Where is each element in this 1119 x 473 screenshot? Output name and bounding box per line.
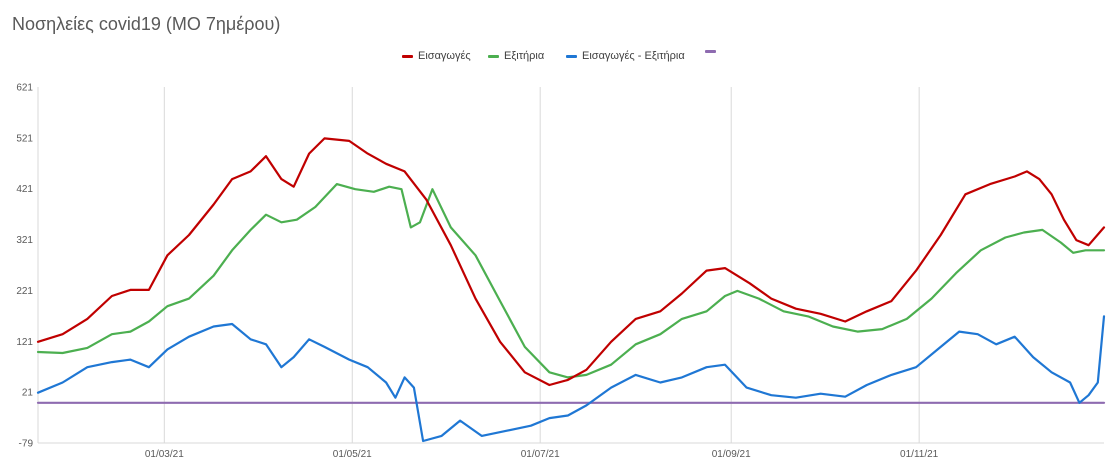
legend-label-discharges: Εξιτήρια	[504, 50, 545, 62]
series-line-discharges	[36, 183, 1106, 379]
legend-swatch-discharges	[488, 54, 499, 58]
legend-label-net: Εισαγωγές - Εξιτήρια	[582, 50, 685, 62]
legend-label-admissions: Εισαγωγές	[418, 50, 471, 62]
legend-item-admissions: Εισαγωγές	[402, 50, 471, 62]
x-tick-label: 01/09/21	[712, 449, 751, 460]
series-line-admissions	[36, 137, 1106, 387]
chart-legend: Εισαγωγές Εξιτήρια Εισαγωγές - Εξιτήρια	[0, 50, 1119, 66]
x-tick-label: 01/05/21	[333, 449, 372, 460]
legend-swatch-net	[566, 54, 577, 58]
y-tick-label: 521	[16, 133, 33, 144]
legend-swatch-admissions	[402, 54, 413, 58]
y-tick-label: -79	[19, 439, 34, 450]
y-tick-label: 221	[16, 286, 33, 297]
y-tick-label: 321	[16, 235, 33, 246]
legend-swatch-baseline	[705, 50, 716, 53]
series-line-net	[36, 315, 1106, 443]
legend-item-baseline	[705, 50, 721, 53]
legend-item-net: Εισαγωγές - Εξιτήρια	[566, 50, 685, 62]
y-tick-label: 621	[16, 83, 33, 94]
legend-item-discharges: Εξιτήρια	[488, 50, 544, 62]
x-tick-label: 01/03/21	[145, 449, 184, 460]
y-tick-label: 121	[16, 337, 33, 348]
y-tick-label: 21	[22, 388, 34, 399]
chart-title: Νοσηλείες covid19 (ΜΟ 7ημέρου)	[12, 14, 281, 34]
x-tick-label: 01/11/21	[900, 449, 939, 460]
x-tick-label: 01/07/21	[521, 449, 560, 460]
y-tick-label: 421	[16, 184, 33, 195]
